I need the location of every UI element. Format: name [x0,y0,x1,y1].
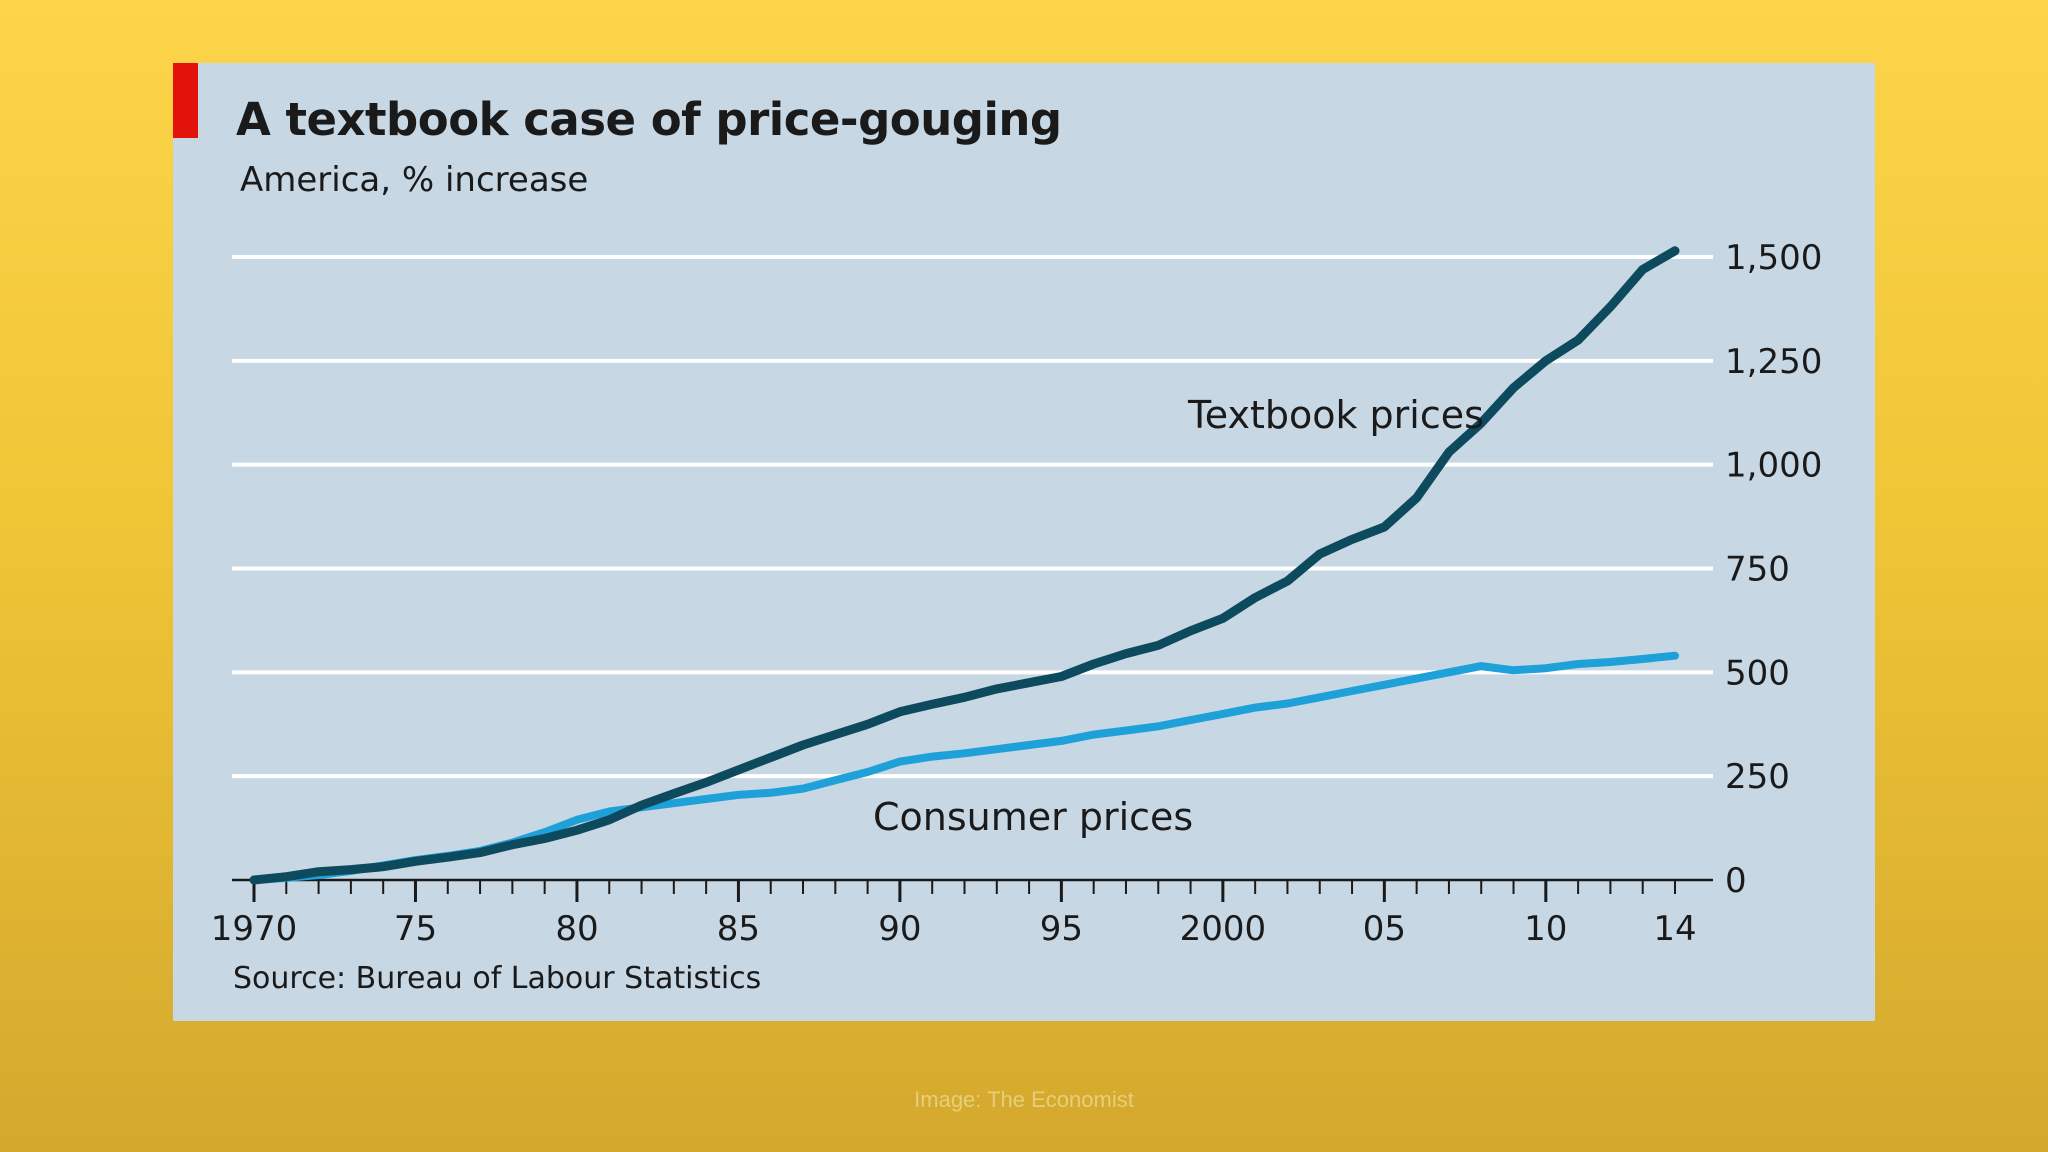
image-credit: Image: The Economist [914,1087,1134,1112]
x-tick-label: 80 [555,909,598,949]
y-tick-label: 1,250 [1725,342,1822,382]
x-tick-label: 95 [1040,909,1083,949]
series-label-consumer: Consumer prices [873,795,1193,839]
source-note: Source: Bureau of Labour Statistics [233,961,762,996]
chart-title: A textbook case of price-gouging [236,93,1062,146]
series-line-textbook [249,246,1680,885]
y-tick-label: 1,000 [1725,446,1822,486]
y-tick-label: 750 [1725,550,1790,590]
x-tick-label: 85 [717,909,760,949]
x-tick-label: 2000 [1180,909,1267,949]
y-tick-label: 250 [1725,757,1790,797]
y-tick-label: 500 [1725,653,1790,693]
x-tick-label: 10 [1524,909,1567,949]
y-tick-label: 0 [1725,861,1747,901]
x-tick-label: 1970 [211,909,298,949]
x-tick-label: 05 [1363,909,1406,949]
series-label-textbook: Textbook prices [1187,393,1484,437]
series-line-consumer [250,651,1679,884]
y-tick-label: 1,500 [1725,238,1822,278]
x-tick-label: 14 [1653,909,1696,949]
red-accent-tab [173,63,198,138]
chart-subtitle: America, % increase [240,160,589,200]
x-tick-label: 90 [878,909,921,949]
chart-panel [173,63,1875,1021]
x-tick-label: 75 [394,909,437,949]
